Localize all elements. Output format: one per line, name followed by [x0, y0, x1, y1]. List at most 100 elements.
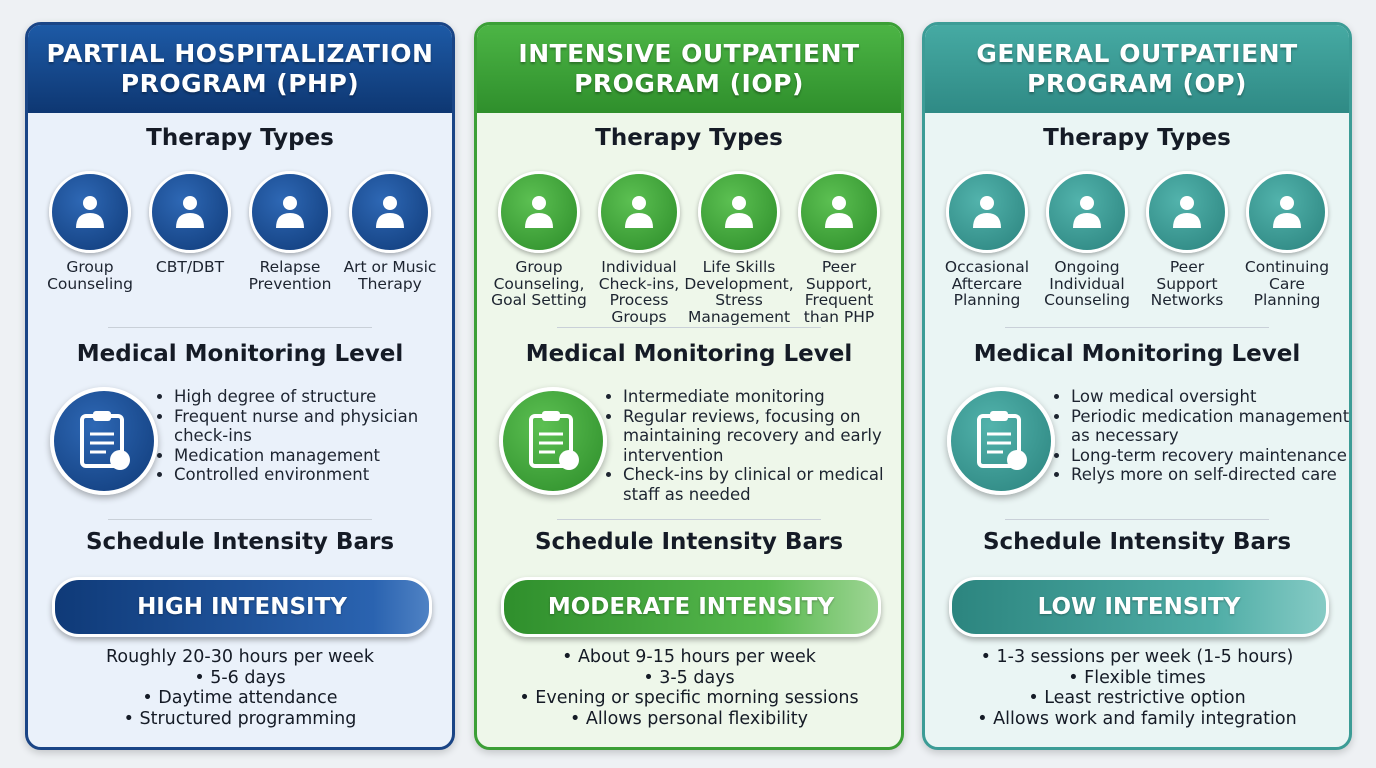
- monitoring-item: High degree of structure: [174, 387, 452, 407]
- card-title: PROGRAM (OP): [1027, 69, 1247, 98]
- divider: [557, 327, 821, 328]
- monitoring-list: Low medical oversightPeriodic medication…: [1055, 387, 1349, 485]
- schedule-item: • 5-6 days: [194, 667, 286, 688]
- therapy-label: Continuing Care Planning: [1244, 258, 1330, 309]
- therapy-icon: [498, 171, 580, 253]
- monitoring-item: Low medical oversight: [1071, 387, 1349, 407]
- card-header: GENERAL OUTPATIENT PROGRAM (OP): [925, 25, 1349, 113]
- schedule-item: • Least restrictive option: [1028, 688, 1246, 709]
- therapy-icon: [698, 171, 780, 253]
- section-heading: Therapy Types: [595, 125, 783, 151]
- therapy-icon: [49, 171, 131, 253]
- program-card: GENERAL OUTPATIENT PROGRAM (OP) Therapy Ty…: [922, 22, 1352, 750]
- schedule-item: • 3-5 days: [643, 667, 735, 688]
- therapy-label: Life Skills Development, Stress Manageme…: [684, 258, 794, 326]
- monitoring-item: Controlled environment: [174, 465, 452, 485]
- therapy-label: CBT/DBT: [155, 258, 225, 276]
- clipboard-glyph: [529, 411, 579, 470]
- therapy-label: Group Counseling, Goal Setting: [491, 258, 587, 309]
- program-card: INTENSIVE OUTPATIENT PROGRAM (IOP) Therapy…: [474, 22, 904, 750]
- section-heading: Therapy Types: [146, 125, 334, 151]
- therapy-item: Relapse Prevention: [240, 171, 340, 292]
- intensity-bar: LOW INTENSITY: [949, 577, 1329, 637]
- section-heading: Therapy Types: [1043, 125, 1231, 151]
- section-heading: Schedule Intensity Bars: [982, 529, 1292, 555]
- therapy-icon: [349, 171, 431, 253]
- therapy-item: Art or Music Therapy: [340, 171, 440, 292]
- card-title: PROGRAM (IOP): [574, 69, 804, 98]
- card-header: INTENSIVE OUTPATIENT PROGRAM (IOP): [477, 25, 901, 113]
- therapy-item: Ongoing Individual Counseling: [1037, 171, 1137, 309]
- monitoring-list: High degree of structureFrequent nurse a…: [158, 387, 452, 485]
- schedule-item: • About 9-15 hours per week: [562, 647, 816, 667]
- divider: [108, 519, 372, 520]
- program-card: PARTIAL HOSPITALIZATION PROGRAM (PHP) Ther…: [25, 22, 455, 750]
- monitoring-item: Periodic medication management as necess…: [1071, 407, 1349, 446]
- therapy-label: Group Counseling: [47, 258, 133, 293]
- therapy-item: Continuing Care Planning: [1237, 171, 1337, 309]
- card-title: INTENSIVE OUTPATIENT: [518, 39, 860, 68]
- card-header: PARTIAL HOSPITALIZATION PROGRAM (PHP): [28, 25, 452, 113]
- schedule-item: • Allows personal flexibility: [569, 708, 809, 729]
- therapy-icon: [598, 171, 680, 253]
- card-title: PARTIAL HOSPITALIZATION: [46, 39, 434, 68]
- divider: [108, 327, 372, 328]
- monitoring-item: Frequent nurse and physician check-ins: [174, 407, 452, 446]
- therapy-icon: [149, 171, 231, 253]
- schedule-item: • Flexible times: [1068, 667, 1206, 688]
- icon-glyph: [525, 196, 553, 228]
- therapy-item: Individual Check-ins, Process Groups: [589, 171, 689, 325]
- therapy-label: Ongoing Individual Counseling: [1044, 258, 1130, 309]
- therapy-icon: [1146, 171, 1228, 253]
- therapy-item: Peer Support Networks: [1137, 171, 1237, 309]
- therapy-label: Art or Music Therapy: [343, 258, 437, 293]
- therapy-item: Occasional Aftercare Planning: [937, 171, 1037, 309]
- divider: [1005, 519, 1269, 520]
- therapy-item: Group Counseling: [40, 171, 140, 292]
- therapy-row: Group Counseling CBT/DBT Relapse Preventio…: [40, 171, 440, 292]
- icon-glyph: [376, 196, 404, 228]
- schedule-list: • About 9-15 hours per week • 3-5 days • E…: [477, 647, 901, 729]
- icon-glyph: [973, 196, 1001, 228]
- therapy-icon: [1246, 171, 1328, 253]
- icon-glyph: [76, 196, 104, 228]
- therapy-icon: [798, 171, 880, 253]
- icon-glyph: [1273, 196, 1301, 228]
- schedule-list: • 1-3 sessions per week (1-5 hours) • Fle…: [925, 647, 1349, 729]
- schedule-item: • Evening or specific morning sessions: [519, 688, 859, 709]
- therapy-item: Life Skills Development, Stress Manageme…: [684, 171, 794, 325]
- schedule-item: • Structured programming: [123, 708, 357, 729]
- section-heading: Medical Monitoring Level: [525, 341, 853, 367]
- therapy-label: Individual Check-ins, Process Groups: [598, 258, 680, 326]
- schedule-list: Roughly 20-30 hours per week • 5-6 days • …: [28, 647, 452, 729]
- monitoring-icon: [50, 387, 158, 495]
- monitoring-item: Medication management: [174, 446, 452, 466]
- icon-glyph: [276, 196, 304, 228]
- card-title: GENERAL OUTPATIENT: [976, 39, 1298, 68]
- monitoring-icon: [499, 387, 607, 495]
- clipboard-glyph: [80, 411, 130, 470]
- monitoring-item: Long-term recovery maintenance: [1071, 446, 1349, 466]
- section-heading: Schedule Intensity Bars: [534, 529, 844, 555]
- schedule-item: • Allows work and family integration: [977, 708, 1297, 729]
- icon-glyph: [825, 196, 853, 228]
- schedule-item: • 1-3 sessions per week (1-5 hours): [980, 647, 1294, 667]
- monitoring-item: Check-ins by clinical or medical staff a…: [623, 465, 901, 504]
- therapy-label: Peer Support, Frequent than PHP: [803, 258, 875, 326]
- icon-glyph: [725, 196, 753, 228]
- section-heading: Schedule Intensity Bars: [85, 529, 395, 555]
- monitoring-item: Relys more on self-directed care: [1071, 465, 1349, 485]
- schedule-item: Roughly 20-30 hours per week: [106, 647, 374, 667]
- therapy-item: Group Counseling, Goal Setting: [489, 171, 589, 325]
- therapy-label: Peer Support Networks: [1150, 258, 1224, 309]
- monitoring-list: Intermediate monitoringRegular reviews, …: [607, 387, 901, 505]
- icon-glyph: [625, 196, 653, 228]
- section-heading: Medical Monitoring Level: [973, 341, 1301, 367]
- monitoring-item: Intermediate monitoring: [623, 387, 901, 407]
- monitoring-icon: [947, 387, 1055, 495]
- divider: [1005, 327, 1269, 328]
- icon-glyph: [1073, 196, 1101, 228]
- icon-glyph: [176, 196, 204, 228]
- therapy-icon: [249, 171, 331, 253]
